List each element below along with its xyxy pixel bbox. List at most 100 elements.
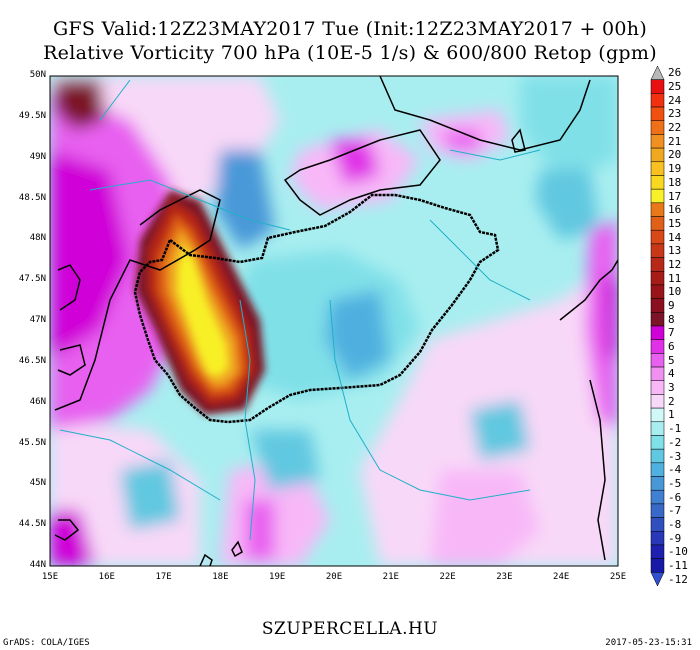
colorbar-tick-label: 7	[668, 326, 675, 340]
colorbar-swatch	[650, 134, 665, 149]
colorbar-tick-label: -9	[668, 531, 682, 545]
colorbar-tick-label: -4	[668, 463, 682, 477]
colorbar-tick-label: 5	[668, 353, 675, 367]
colorbar-swatch	[650, 353, 665, 368]
colorbar-swatch	[650, 339, 665, 354]
lat-tick-label: 44.5N	[18, 519, 46, 530]
colorbar-tick-label: -6	[668, 490, 682, 504]
colorbar-swatch	[650, 394, 665, 409]
site-label: SZUPERCELLA.HU	[261, 619, 439, 639]
credit-label: GrADS: COLA/IGES	[3, 638, 90, 648]
river-lines	[59, 79, 541, 541]
colorbar-swatch	[650, 462, 665, 477]
colorbar-swatch	[650, 161, 665, 176]
colorbar-swatch	[650, 325, 665, 340]
vorticity-field	[50, 76, 618, 566]
colorbar-tick-label: -11	[668, 558, 688, 572]
colorbar-swatch	[650, 188, 665, 204]
colorbar-tick-label: 26	[668, 66, 682, 80]
colorbar-swatch	[650, 298, 665, 313]
colorbar-tick-label: 13	[668, 244, 682, 258]
lon-tick-label: 18E	[212, 572, 229, 582]
colorbar-swatch	[650, 312, 665, 327]
lat-tick-label: 46N	[29, 396, 46, 407]
lat-tick-label: 44N	[29, 560, 46, 570]
colorbar-tick-label: 6	[668, 340, 675, 354]
colorbar-swatch	[650, 243, 665, 258]
colorbar-swatch	[650, 489, 665, 505]
lon-tick-label: 22E	[439, 572, 456, 582]
colorbar-swatch	[650, 558, 665, 573]
colorbar-tick-label: 17	[668, 189, 682, 203]
colorbar-swatch	[650, 120, 665, 135]
colorbar-swatch	[650, 572, 665, 587]
colorbar-swatch	[650, 531, 665, 546]
colorbar-swatch	[650, 93, 665, 108]
lon-tick-label: 21E	[382, 572, 399, 582]
colorbar-tick-label: 23	[668, 107, 682, 121]
timestamp-label: 2017-05-23-15:31	[605, 638, 692, 648]
colorbar-tick-label: 22	[668, 121, 682, 135]
lon-tick-label: 20E	[325, 572, 343, 582]
lat-tick-label: 46.5N	[18, 355, 46, 366]
colorbar-swatch	[650, 216, 665, 231]
map-title-line1: GFS Valid:12Z23MAY2017 Tue (Init:12Z23MA…	[52, 18, 648, 40]
colorbar-swatch	[650, 79, 665, 94]
colorbar-tick-label: 1	[668, 408, 675, 422]
colorbar-swatch	[650, 366, 665, 381]
colorbar-tick-label: 12	[668, 257, 682, 271]
colorbar-swatch	[650, 544, 665, 559]
colorbar-swatch	[650, 448, 665, 464]
colorbar-swatch	[650, 517, 665, 532]
colorbar-tick-label: 21	[668, 134, 682, 148]
colorbar-swatch	[650, 106, 665, 121]
retop-contours	[54, 76, 618, 566]
colorbar-tick-label: -1	[668, 422, 682, 436]
lon-tick-label: 23E	[496, 572, 513, 582]
colorbar-swatch	[650, 421, 665, 436]
colorbar-tick-label: -2	[668, 435, 682, 449]
colorbar-tick-label: 25	[668, 80, 682, 94]
colorbar-tick-label: -10	[668, 545, 688, 559]
colorbar-swatch	[650, 65, 665, 80]
colorbar-tick-label: 14	[668, 230, 682, 244]
lon-tick-label: 19E	[269, 572, 286, 582]
colorbar-swatch	[650, 407, 665, 423]
colorbar-tick-label: -5	[668, 476, 682, 490]
lon-tick-label: 15E	[41, 572, 59, 582]
colorbar-tick-label: 9	[668, 298, 675, 312]
lon-tick-label: 16E	[98, 572, 115, 582]
hungary-border	[133, 193, 500, 424]
lat-tick-label: 45N	[29, 478, 46, 489]
colorbar-tick-label: 16	[668, 203, 682, 217]
colorbar-tick-label: 24	[668, 93, 682, 107]
colorbar-tick-label: 15	[668, 216, 682, 230]
colorbar-swatch	[650, 503, 665, 518]
colorbar-tick-label: 11	[668, 271, 682, 285]
colorbar-swatch	[650, 202, 665, 217]
lat-tick-label: 47.5N	[18, 274, 46, 285]
lat-tick-label: 49N	[29, 151, 46, 162]
lat-tick-label: 50N	[29, 70, 46, 80]
colorbar-swatch	[650, 229, 665, 245]
colorbar-tick-label: 3	[668, 381, 675, 395]
colorbar-swatch	[650, 284, 665, 299]
colorbar-tick-label: -7	[668, 504, 682, 518]
colorbar-tick-label: 18	[668, 175, 682, 189]
map-title-line2: Relative Vorticity 700 hPa (10E-5 1/s) &…	[43, 42, 657, 64]
colorbar-swatch	[650, 147, 665, 163]
plot-frame	[49, 75, 619, 567]
lat-tick-label: 48N	[29, 233, 46, 244]
colorbar-swatch	[650, 271, 665, 286]
colorbar-tick-label: 10	[668, 285, 682, 299]
lat-tick-label: 45.5N	[18, 437, 46, 448]
colorbar-swatch	[650, 380, 665, 395]
colorbar-tick-label: 19	[668, 162, 682, 176]
colorbar-swatch	[650, 175, 665, 190]
colorbar-tick-label: 8	[668, 312, 675, 326]
colorbar-tick-label: 2	[668, 394, 675, 408]
lon-tick-label: 17E	[155, 572, 172, 582]
lon-tick-label: 25E	[609, 572, 627, 582]
colorbar-tick-label: -8	[668, 517, 682, 531]
lon-tick-label: 24E	[553, 572, 570, 582]
